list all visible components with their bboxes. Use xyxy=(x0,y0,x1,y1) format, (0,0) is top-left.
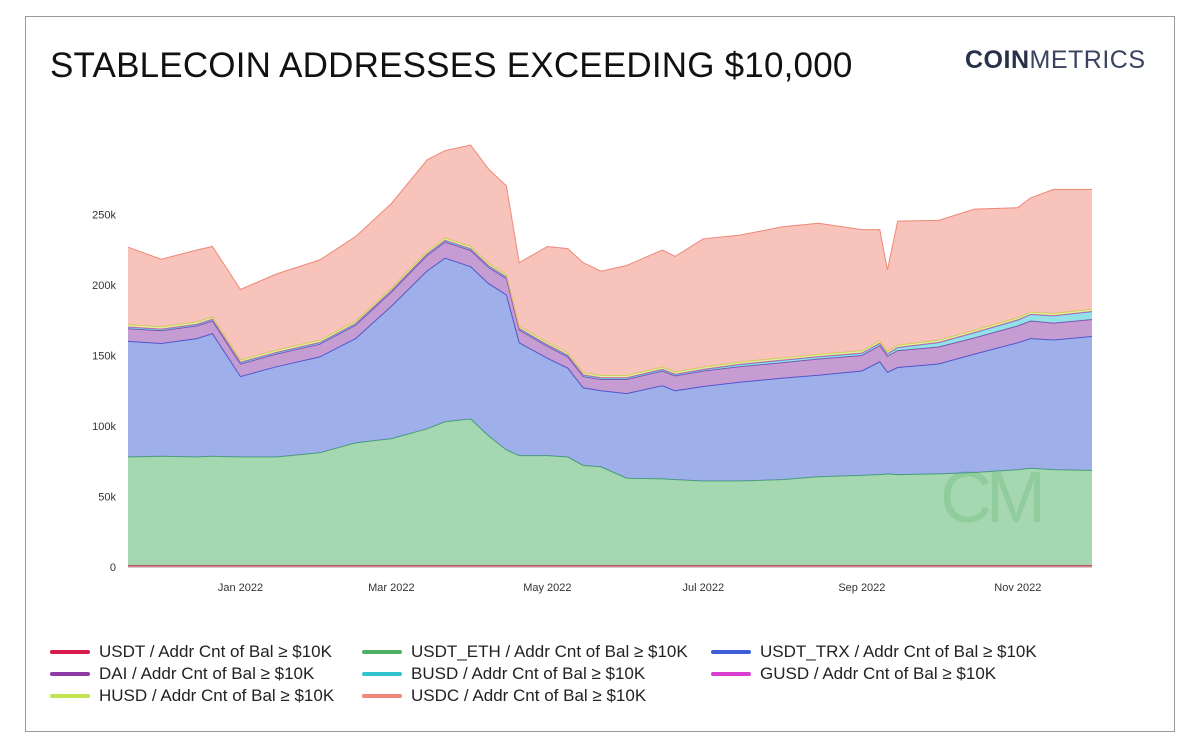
y-tick-label: 100k xyxy=(92,421,116,433)
legend-label: BUSD / Addr Cnt of Bal ≥ $10K xyxy=(411,664,646,683)
x-tick-label: Sep 2022 xyxy=(838,582,885,594)
chart-title: STABLECOIN ADDRESSES EXCEEDING $10,000 xyxy=(50,46,853,85)
x-tick-label: Jan 2022 xyxy=(218,582,263,594)
legend-item[interactable]: USDT_TRX / Addr Cnt of Bal ≥ $10K xyxy=(711,642,1037,662)
legend-label: USDT / Addr Cnt of Bal ≥ $10K xyxy=(99,642,332,661)
legend-item[interactable]: GUSD / Addr Cnt of Bal ≥ $10K xyxy=(711,664,996,684)
series-line-7 xyxy=(127,144,1092,291)
x-axis: Jan 2022 Mar 2022 May 2022 Jul 2022 Sep 2022… xyxy=(128,567,1092,594)
y-axis: 0 50k 100k 150k 200k 250k xyxy=(92,210,116,575)
legend-label: GUSD / Addr Cnt of Bal ≥ $10K xyxy=(760,664,997,683)
legend-item[interactable]: HUSD / Addr Cnt of Bal ≥ $10K xyxy=(50,686,334,706)
x-tick-label: Nov 2022 xyxy=(994,582,1041,594)
x-tick-label: May 2022 xyxy=(523,582,571,594)
y-tick-label: 150k xyxy=(92,351,116,363)
legend-label: USDT_ETH / Addr Cnt of Bal ≥ $10K xyxy=(411,642,688,661)
area-series-2 xyxy=(128,258,1092,481)
logo-regular-text: METRICS xyxy=(1029,46,1146,74)
legend-label: DAI / Addr Cnt of Bal ≥ $10K xyxy=(99,664,315,683)
y-tick-label: 50k xyxy=(98,492,116,504)
legend-item[interactable]: BUSD / Addr Cnt of Bal ≥ $10K xyxy=(362,664,645,684)
y-tick-label: 0 xyxy=(110,562,116,574)
area-series-1 xyxy=(128,419,1092,566)
legend-label: USDT_TRX / Addr Cnt of Bal ≥ $10K xyxy=(760,642,1037,661)
legend-item[interactable]: USDT / Addr Cnt of Bal ≥ $10K xyxy=(50,642,332,662)
legend-item[interactable]: USDT_ETH / Addr Cnt of Bal ≥ $10K xyxy=(362,642,688,662)
x-tick-label: Jul 2022 xyxy=(683,582,725,594)
area-layers xyxy=(127,144,1093,567)
coinmetrics-logo: COINMETRICS xyxy=(965,46,1146,75)
legend-swatch xyxy=(50,694,90,698)
x-tick-label: Mar 2022 xyxy=(368,582,414,594)
legend-item[interactable]: USDC / Addr Cnt of Bal ≥ $10K xyxy=(362,686,646,706)
y-tick-label: 200k xyxy=(92,280,116,292)
legend-label: USDC / Addr Cnt of Bal ≥ $10K xyxy=(411,686,647,705)
legend-item[interactable]: DAI / Addr Cnt of Bal ≥ $10K xyxy=(50,664,314,684)
legend-swatch xyxy=(362,672,402,676)
legend-label: HUSD / Addr Cnt of Bal ≥ $10K xyxy=(99,686,335,705)
area-series-7 xyxy=(128,145,1092,376)
legend-swatch xyxy=(362,650,402,654)
legend-swatch xyxy=(711,672,751,676)
legend-swatch xyxy=(711,650,751,654)
legend-swatch xyxy=(362,694,402,698)
legend-swatch xyxy=(50,672,90,676)
y-tick-label: 250k xyxy=(92,210,116,222)
legend-swatch xyxy=(50,650,90,654)
logo-bold-text: COIN xyxy=(965,46,1030,74)
